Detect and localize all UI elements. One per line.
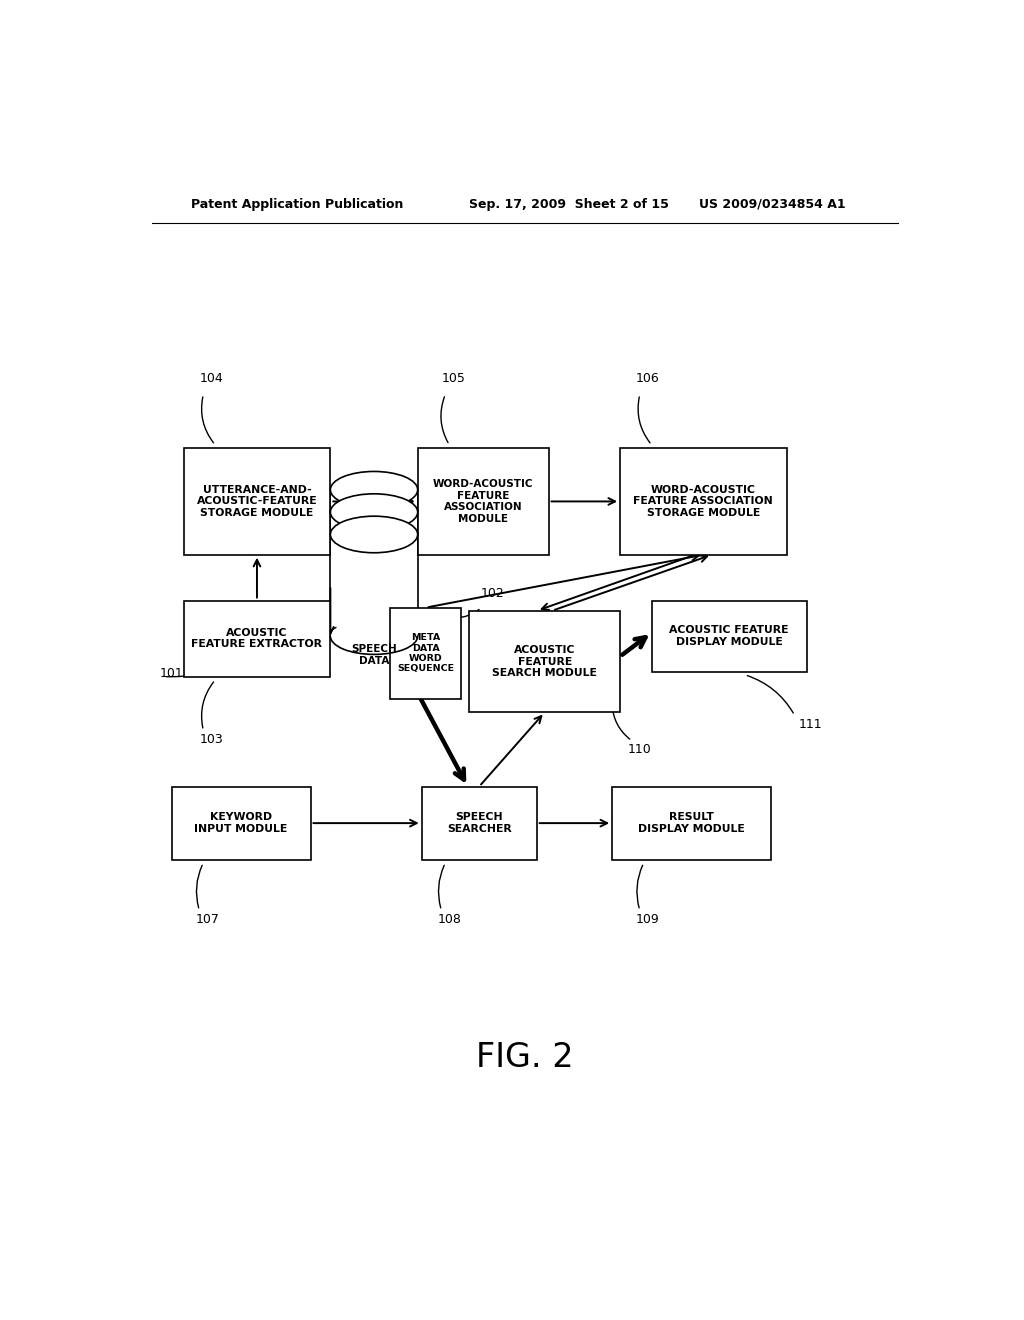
Text: 102: 102 — [481, 587, 505, 601]
Ellipse shape — [331, 516, 418, 553]
Text: 103: 103 — [200, 733, 223, 746]
FancyBboxPatch shape — [418, 447, 549, 554]
FancyBboxPatch shape — [172, 787, 310, 859]
FancyBboxPatch shape — [183, 601, 331, 677]
Text: WORD-ACOUSTIC
FEATURE
ASSOCIATION
MODULE: WORD-ACOUSTIC FEATURE ASSOCIATION MODULE — [433, 479, 534, 524]
Text: Patent Application Publication: Patent Application Publication — [191, 198, 403, 211]
FancyBboxPatch shape — [612, 787, 771, 859]
Text: WORD-ACOUSTIC
FEATURE ASSOCIATION
STORAGE MODULE: WORD-ACOUSTIC FEATURE ASSOCIATION STORAG… — [634, 484, 773, 517]
Text: SPEECH
SEARCHER: SPEECH SEARCHER — [446, 812, 512, 834]
Text: 111: 111 — [799, 718, 822, 730]
Text: META
DATA
WORD
SEQUENCE: META DATA WORD SEQUENCE — [397, 634, 455, 673]
Text: Sep. 17, 2009  Sheet 2 of 15: Sep. 17, 2009 Sheet 2 of 15 — [469, 198, 669, 211]
Text: 109: 109 — [636, 912, 659, 925]
FancyBboxPatch shape — [390, 607, 462, 700]
Text: FIG. 2: FIG. 2 — [476, 1041, 573, 1074]
Ellipse shape — [331, 471, 418, 508]
Text: SPEECH
DATA: SPEECH DATA — [351, 644, 397, 665]
FancyBboxPatch shape — [469, 611, 620, 713]
Ellipse shape — [331, 494, 418, 531]
Text: US 2009/0234854 A1: US 2009/0234854 A1 — [699, 198, 846, 211]
FancyBboxPatch shape — [652, 601, 807, 672]
Text: 101: 101 — [160, 667, 183, 680]
Text: 110: 110 — [628, 743, 651, 756]
Text: 105: 105 — [441, 372, 465, 385]
Text: RESULT
DISPLAY MODULE: RESULT DISPLAY MODULE — [638, 812, 744, 834]
Text: ACOUSTIC
FEATURE
SEARCH MODULE: ACOUSTIC FEATURE SEARCH MODULE — [493, 645, 597, 678]
Text: 107: 107 — [196, 912, 219, 925]
Text: KEYWORD
INPUT MODULE: KEYWORD INPUT MODULE — [195, 812, 288, 834]
FancyBboxPatch shape — [422, 787, 537, 859]
Text: UTTERANCE-AND-
ACOUSTIC-FEATURE
STORAGE MODULE: UTTERANCE-AND- ACOUSTIC-FEATURE STORAGE … — [197, 484, 317, 517]
Text: ACOUSTIC
FEATURE EXTRACTOR: ACOUSTIC FEATURE EXTRACTOR — [191, 628, 323, 649]
Text: ACOUSTIC FEATURE
DISPLAY MODULE: ACOUSTIC FEATURE DISPLAY MODULE — [670, 626, 788, 647]
Text: 108: 108 — [437, 912, 462, 925]
Text: 106: 106 — [636, 372, 659, 385]
Text: 104: 104 — [200, 372, 223, 385]
FancyBboxPatch shape — [620, 447, 786, 554]
FancyBboxPatch shape — [183, 447, 331, 554]
